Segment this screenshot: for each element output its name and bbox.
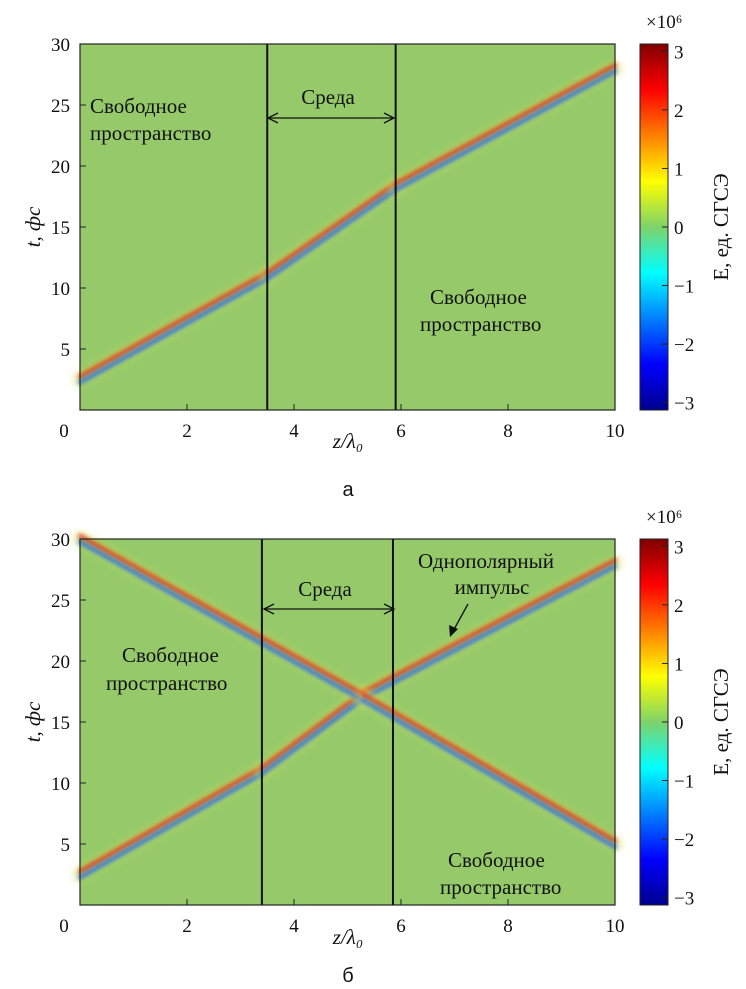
y-tick-label: 10 (51, 774, 70, 795)
y-tick-label: 15 (51, 218, 70, 239)
y-axis-label-a: t, фс (21, 206, 45, 247)
y-tick-label: 20 (51, 652, 70, 673)
panel-letter-a: а (342, 479, 354, 501)
y-tick-label: 10 (51, 279, 70, 300)
annotation-medium-a: Среда (301, 85, 355, 109)
pulse-halo (254, 688, 371, 778)
y-ticks-b: 5 10 15 20 25 30 (51, 530, 86, 856)
x-tick-label: 10 (606, 916, 625, 937)
pulse-negative (265, 187, 398, 281)
x-tick-label: 6 (396, 916, 406, 937)
x-tick-label: 8 (503, 421, 513, 442)
colorbar-multiplier-b: ×10⁶ (646, 507, 682, 528)
medium-boundaries-b (260, 539, 394, 905)
annotation-free-space-left-b-line2: пространство (106, 671, 227, 695)
pulse-negative (361, 564, 617, 701)
colorbar-tick-label: 3 (674, 537, 684, 558)
pulse-positive (265, 181, 398, 275)
colorbar-tick-label: 0 (674, 713, 684, 734)
colorbar-ticks-b: 3 2 1 0 −1 −2 −3 (662, 537, 694, 910)
colorbar-tick-label: 3 (674, 42, 684, 63)
y-axis-label-b: t, фс (21, 701, 45, 742)
annotation-unipolar-line1: Однополярный (418, 549, 554, 573)
colorbar-tick-label: 1 (674, 654, 684, 675)
colorbar-tick-label: −1 (674, 277, 694, 298)
pulse-traces-a (73, 61, 622, 387)
y-tick-label: 5 (61, 835, 71, 856)
x-tick-label: 4 (289, 421, 299, 442)
colorbar-tick-label: −3 (674, 394, 694, 415)
pulse-positive (259, 690, 366, 770)
y-tick-label: 25 (51, 96, 70, 117)
colorbar-tick-label: 2 (674, 596, 684, 617)
pulse-positive (393, 63, 617, 186)
x-tick-label: 2 (182, 916, 192, 937)
pulse-halo (73, 268, 275, 387)
medium-boundaries-a (266, 44, 397, 410)
y-tick-label: 20 (51, 157, 70, 178)
pulse-halo (260, 179, 403, 283)
x-tick-label: 0 (59, 421, 69, 442)
pulse-negative (78, 771, 264, 880)
y-ticks-a: 5 10 15 20 25 30 (51, 35, 86, 361)
pulse-negative (361, 698, 617, 849)
pulse-halo (73, 763, 269, 882)
annotation-free-space-right-b-line2: пространство (440, 875, 561, 899)
colorbar-tick-label: 2 (674, 101, 684, 122)
plot-area-b (80, 539, 615, 905)
pulse-halo (388, 61, 622, 194)
colorbar-label-b: E, ед. СГСЭ (709, 668, 733, 775)
y-tick-label: 15 (51, 713, 70, 734)
annotation-unipolar-line2: импульс (455, 575, 530, 599)
annotation-free-space-left-a-line2: пространство (90, 121, 211, 145)
y-tick-label: 25 (51, 591, 70, 612)
pulse-positive (78, 270, 270, 379)
pulse-negative (393, 69, 617, 192)
x-tick-label: 10 (606, 421, 625, 442)
pulse-traces-b (73, 532, 622, 882)
x-tick-label: 8 (503, 916, 513, 937)
pulse-negative (78, 540, 366, 703)
pulse-positive (78, 534, 366, 697)
x-axis-label-a: z/λ₀ (332, 429, 363, 453)
annotation-free-space-right-a-line1: Свободное (430, 285, 527, 309)
colorbar-tick-label: −2 (674, 335, 694, 356)
y-tick-label: 5 (61, 340, 71, 361)
y-tick-label: 30 (51, 530, 70, 551)
colorbar-label-a: E, ед. СГСЭ (709, 173, 733, 280)
pulse-positive (361, 692, 617, 843)
x-ticks-b: 0 2 4 6 8 10 (59, 899, 625, 937)
pulse-halo (73, 532, 371, 705)
x-ticks-a: 0 2 4 6 8 10 (59, 404, 625, 442)
colorbar-multiplier-a: ×10⁶ (646, 12, 682, 33)
pulse-positive (361, 558, 617, 695)
pulse-negative (259, 696, 366, 776)
annotation-free-space-left-b-line1: Свободное (122, 643, 219, 667)
annotation-free-space-right-b-line1: Свободное (448, 848, 545, 872)
pulse-positive (78, 765, 264, 874)
colorbar-tick-label: −2 (674, 830, 694, 851)
x-tick-label: 2 (182, 421, 192, 442)
annotation-free-space-right-a-line2: пространство (420, 312, 541, 336)
colorbar-tick-label: −1 (674, 772, 694, 793)
annotation-free-space-left-a-line1: Свободное (90, 94, 187, 118)
y-tick-label: 30 (51, 35, 70, 56)
pulse-halo (356, 690, 622, 851)
x-tick-label: 4 (289, 916, 299, 937)
colorbar-ticks-a: 3 2 1 0 −1 −2 −3 (662, 42, 694, 415)
pulse-negative (78, 276, 270, 385)
colorbar-tick-label: 0 (674, 218, 684, 239)
panel-letter-b: б (342, 965, 353, 987)
x-axis-label-b: z/λ₀ (332, 925, 363, 949)
colorbar-tick-label: 1 (674, 159, 684, 180)
x-tick-label: 6 (396, 421, 406, 442)
x-tick-label: 0 (59, 916, 69, 937)
pulse-halo (356, 556, 622, 703)
colorbar-tick-label: −3 (674, 889, 694, 910)
annotation-medium-b: Среда (298, 577, 352, 601)
